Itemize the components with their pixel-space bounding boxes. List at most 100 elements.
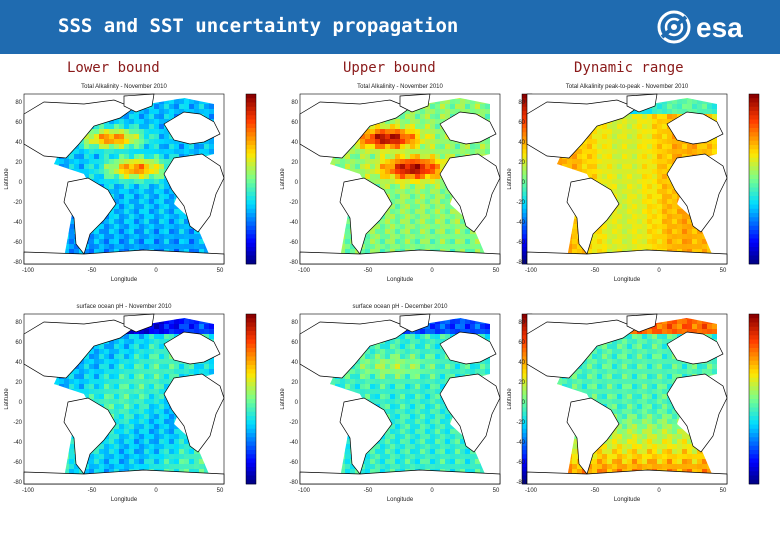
y-tick-label: 60 [518,120,525,126]
x-tick-label: 0 [657,488,661,494]
column-label-upper: Upper bound [343,60,436,76]
y-tick-label: 80 [291,320,298,326]
y-tick-label: 20 [518,380,525,386]
x-tick-label: 50 [493,268,500,274]
map-svg: surface ocean pH - November 201080604020… [4,300,258,542]
y-tick-label: -60 [13,240,22,246]
map-svg: Total Alkalinity peak-to-peak - November… [507,80,761,322]
map-title: Total Alkalinity - November 2010 [357,84,443,90]
y-axis-label: Latitude [280,168,286,190]
x-tick-label: 0 [430,268,434,274]
x-axis-label: Longitude [387,497,414,503]
x-axis-label: Longitude [614,497,641,503]
x-tick-label: -100 [22,488,35,494]
y-tick-label: 60 [518,340,525,346]
map-panel-2: Total Alkalinity - November 2010 80 60 40 20… [280,80,534,322]
y-tick-label: 20 [518,160,525,166]
x-tick-label: -50 [88,488,97,494]
y-tick-label: -20 [516,200,525,206]
y-tick-label: -80 [13,480,22,486]
y-tick-label: 20 [291,160,298,166]
map-svg: Total Alkalinity - November 201080604020… [4,80,258,322]
esa-logo: esa [656,7,768,47]
map-panel-5: surface ocean pH - December 2010 80 60 40 20… [280,300,534,542]
map-svg: Total Alkalinity - November 2010 80 60 40 20… [280,80,534,322]
x-tick-label: 0 [154,488,158,494]
y-tick-label: -60 [516,460,525,466]
colorbar [246,94,256,264]
y-tick-label: 0 [295,400,299,406]
map-title: surface ocean pH - November 2010 [76,304,172,310]
y-tick-label: 40 [518,140,525,146]
y-tick-label: 20 [15,380,22,386]
y-tick-label: 80 [15,100,22,106]
y-tick-label: -40 [13,220,22,226]
map-title: surface ocean pH - December 2010 [352,304,448,310]
x-tick-label: 0 [430,488,434,494]
y-tick-label: -60 [289,240,298,246]
y-tick-label: 20 [291,380,298,386]
x-tick-label: 50 [493,488,500,494]
x-axis-label: Longitude [111,277,138,283]
y-axis-label: Latitude [4,168,10,190]
y-tick-label: 0 [522,400,526,406]
x-axis-label: Longitude [387,277,414,283]
y-tick-label: 40 [518,360,525,366]
y-tick-label: -40 [289,440,298,446]
y-tick-label: -80 [13,260,22,266]
colorbar [749,314,759,484]
y-tick-label: 60 [15,340,22,346]
map-panel-3: Total Alkalinity peak-to-peak - November… [507,80,761,322]
header-bar: SSS and SST uncertainty propagation esa [0,0,780,54]
x-tick-label: -50 [364,268,373,274]
x-tick-label: -100 [298,488,311,494]
x-tick-label: -100 [298,268,311,274]
map-title: Total Alkalinity - November 2010 [81,84,167,90]
y-tick-label: -40 [13,440,22,446]
y-tick-label: -20 [516,420,525,426]
y-tick-label: -60 [516,240,525,246]
column-label-lower: Lower bound [67,60,160,76]
x-tick-label: 0 [154,268,158,274]
x-tick-label: 50 [720,488,727,494]
y-tick-label: -80 [516,480,525,486]
y-tick-label: 60 [15,120,22,126]
y-axis-label: Latitude [4,388,10,410]
y-tick-label: -20 [289,200,298,206]
x-tick-label: -100 [525,268,538,274]
y-tick-label: 80 [15,320,22,326]
y-tick-label: 0 [295,180,299,186]
y-tick-label: -40 [289,220,298,226]
y-tick-label: -40 [516,220,525,226]
y-tick-label: 60 [291,340,298,346]
colorbar [246,314,256,484]
y-tick-label: 40 [291,360,298,366]
x-tick-label: 50 [217,268,224,274]
x-tick-label: -100 [525,488,538,494]
y-tick-label: -40 [516,440,525,446]
y-tick-label: -80 [289,480,298,486]
y-tick-label: 80 [518,100,525,106]
y-axis-label: Latitude [507,168,513,190]
y-tick-label: 60 [291,120,298,126]
y-tick-label: -60 [289,460,298,466]
y-tick-label: 0 [522,180,526,186]
esa-logo-text: esa [696,12,743,43]
y-tick-label: -20 [13,420,22,426]
y-tick-label: 20 [15,160,22,166]
y-tick-label: 0 [19,180,23,186]
y-axis-label: Latitude [507,388,513,410]
column-label-range: Dynamic range [574,60,684,76]
x-tick-label: 50 [217,488,224,494]
y-tick-label: 40 [291,140,298,146]
x-tick-label: -50 [591,268,600,274]
y-tick-label: 80 [518,320,525,326]
y-tick-label: 0 [19,400,23,406]
y-tick-label: 80 [291,100,298,106]
y-axis-label: Latitude [280,388,286,410]
y-tick-label: -80 [516,260,525,266]
